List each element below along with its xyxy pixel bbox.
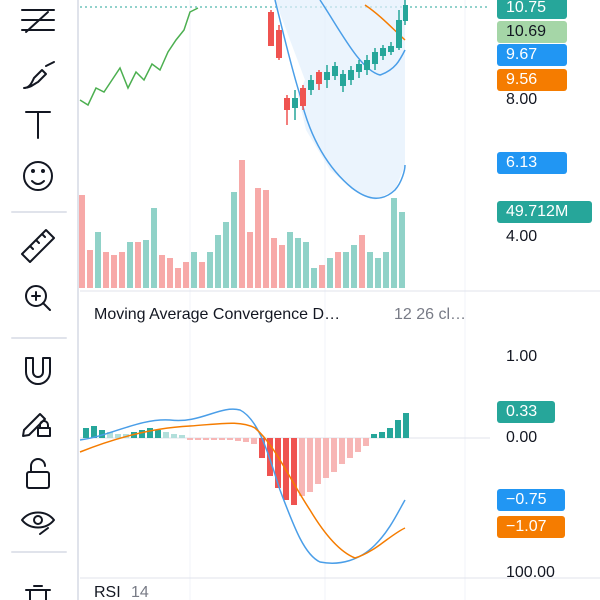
macd-chart	[79, 408, 490, 564]
price-label-last: 10.75	[497, 0, 567, 19]
price-label-ma: 9.56	[497, 69, 567, 91]
brush-tool[interactable]	[23, 61, 55, 89]
price-label-band-lower: 6.13	[497, 152, 567, 174]
signal-line-label: −1.07	[497, 516, 565, 538]
ruler-tool[interactable]	[21, 229, 55, 263]
volume-label: 49.712M	[497, 201, 592, 223]
volume-text: 49.712M	[506, 203, 568, 220]
visibility-tool[interactable]	[21, 511, 55, 535]
macd-tick: 0.00	[506, 429, 537, 446]
price-text: 10.75	[506, 0, 546, 16]
price-label-prev: 10.69	[497, 21, 567, 43]
emoji-tool[interactable]	[23, 161, 53, 191]
delete-tool[interactable]	[25, 585, 51, 600]
indicator-params: 12 26 cl…	[394, 306, 466, 323]
macd-line-label: −0.75	[497, 489, 565, 511]
price-text: 10.69	[506, 23, 546, 40]
price-label-band-upper: 9.67	[497, 44, 567, 66]
macd-text: −1.07	[506, 518, 547, 535]
toolbar	[11, 9, 67, 600]
trend-tool[interactable]	[21, 9, 55, 33]
price-text: 9.67	[506, 46, 537, 63]
text-tool[interactable]	[25, 111, 51, 139]
indicator-params: 14	[131, 584, 149, 600]
macd-text: 0.33	[506, 403, 537, 420]
price-chart	[79, 0, 408, 288]
lock-drawing-tool[interactable]	[22, 413, 51, 437]
magnet-tool[interactable]	[25, 357, 51, 385]
histogram-label: 0.33	[497, 401, 555, 423]
separator	[11, 211, 67, 553]
macd-tick: 1.00	[506, 348, 537, 365]
price-text: 9.56	[506, 71, 537, 88]
price-tick: 8.00	[506, 91, 537, 108]
indicator-title[interactable]: RSI	[94, 584, 121, 600]
indicator-title[interactable]: Moving Average Convergence D…	[94, 306, 340, 323]
rsi-tick: 100.00	[506, 564, 555, 581]
price-text: 6.13	[506, 154, 537, 171]
macd-text: −0.75	[506, 491, 547, 508]
lock-tool[interactable]	[26, 458, 50, 489]
price-tick: 4.00	[506, 228, 537, 245]
zoom-tool[interactable]	[25, 285, 51, 311]
